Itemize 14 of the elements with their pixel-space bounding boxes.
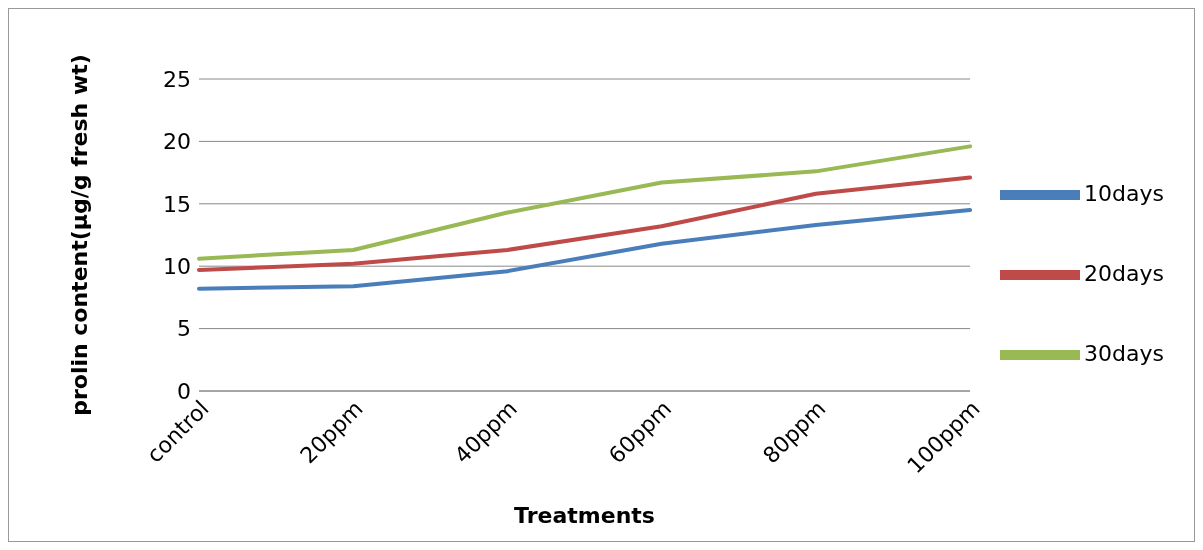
line-series [197,144,973,261]
line-series [197,208,973,291]
line-series [197,175,973,272]
y-tick-label: 15 [163,191,191,217]
y-axis-title: prolin content(µg/g fresh wt) [66,54,92,416]
y-tick-label: 20 [163,129,191,155]
y-tick-label: 10 [163,254,191,280]
y-tick-label: 5 [177,316,191,342]
legend-label: 20days [1084,261,1164,286]
y-tick-label: 25 [163,66,191,92]
y-tick-label: 0 [177,378,191,404]
x-axis-title: Treatments [514,503,655,528]
legend-label: 10days [1084,181,1164,206]
legend-label: 30days [1084,341,1164,366]
